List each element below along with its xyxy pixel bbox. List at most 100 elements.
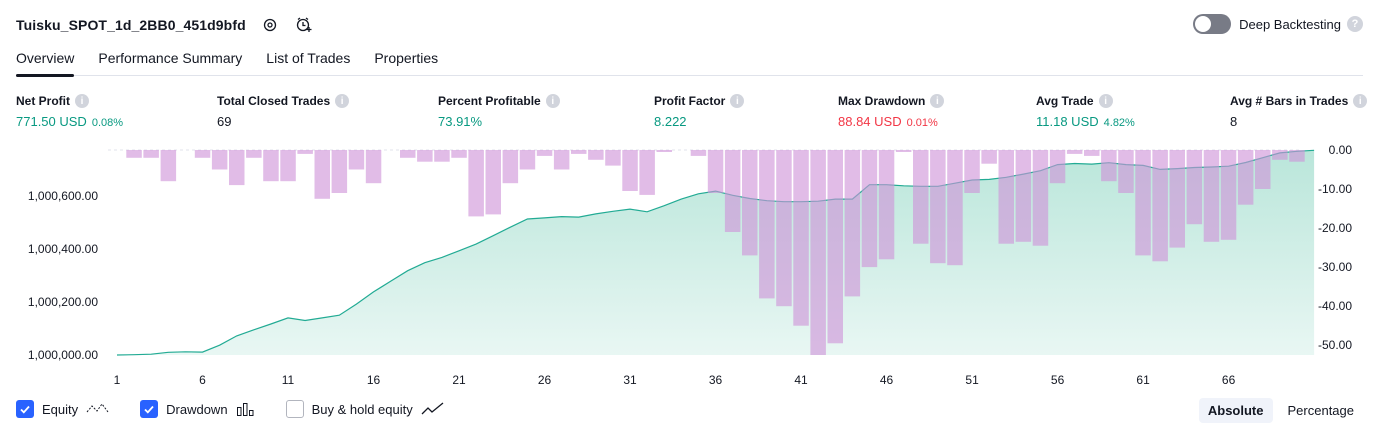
drawdown-bar (126, 150, 142, 158)
drawdown-bar (1255, 150, 1271, 189)
drawdown-bar (331, 150, 348, 193)
drawdown-bar (1084, 150, 1100, 156)
x-axis-tick-label: 61 (1136, 373, 1150, 387)
drawdown-bar (194, 150, 211, 158)
metric-label: Max Drawdown (838, 94, 926, 108)
x-axis-tick-label: 1 (114, 373, 121, 387)
metric-value: 8.222 (654, 114, 687, 129)
deep-backtesting-control: Deep Backtesting ? (1193, 14, 1363, 34)
drawdown-bar (742, 150, 758, 256)
drawdown-bar (160, 150, 177, 182)
drawdown-bar (1032, 150, 1049, 246)
drawdown-bar (1272, 150, 1288, 160)
drawdown-bar (622, 150, 638, 191)
drawdown-bar (1220, 150, 1237, 240)
equity-checkbox[interactable] (16, 400, 34, 418)
metric-max-drawdown: Max Drawdown i 88.84 USD 0.01% (838, 94, 945, 129)
drawdown-bar (1049, 150, 1066, 184)
left-axis-tick-label: 1,000,400.00 (28, 242, 98, 256)
equity-area (117, 150, 1315, 355)
legend-equity-label: Equity (42, 401, 79, 417)
left-axis-tick-label: 1,000,000.00 (28, 348, 98, 362)
drawdown-bar (314, 150, 330, 199)
drawdown-bar (229, 150, 245, 186)
info-icon[interactable]: i (1353, 94, 1368, 108)
percentage-button[interactable]: Percentage (1287, 403, 1355, 418)
settings-icon[interactable] (260, 15, 280, 35)
deep-backtesting-toggle[interactable] (1193, 14, 1232, 34)
chart-legend: Equity Drawdown Buy & hold equity (16, 400, 475, 418)
drawdown-bar (502, 150, 519, 184)
drawdown-bar (878, 150, 895, 260)
tab-performance-summary[interactable]: Performance Summary (98, 50, 243, 66)
x-axis-tick-label: 26 (538, 373, 552, 387)
info-icon[interactable]: i (75, 94, 89, 108)
x-axis-tick-label: 11 (282, 373, 295, 387)
metric-net-profit: Net Profit i 771.50 USD 0.08% (16, 94, 123, 129)
legend-equity[interactable]: Equity (16, 400, 110, 418)
drawdown-bar (365, 150, 382, 184)
drawdown-bar (1101, 150, 1117, 182)
drawdown-bar (571, 150, 587, 154)
drawdown-bar (1118, 150, 1134, 193)
help-icon[interactable]: ? (1347, 16, 1363, 32)
metric-value: 73.91% (438, 114, 483, 129)
equity-drawdown-chart: 1,000,000.00 1,000,200.00 1,000,400.00 1,00… (28, 143, 1352, 387)
drawdown-bar (947, 150, 963, 266)
tab-properties[interactable]: Properties (374, 50, 439, 66)
x-axis-tick-label: 66 (1222, 373, 1236, 387)
drawdown-bar (1186, 150, 1203, 225)
drawdown-bar (468, 150, 484, 217)
info-icon[interactable]: i (730, 94, 745, 108)
info-icon[interactable]: i (335, 94, 350, 108)
drawdown-bar (553, 150, 570, 170)
drawdown-bar (810, 150, 826, 355)
legend-drawdown-label: Drawdown (166, 401, 228, 417)
drawdown-bar (913, 150, 929, 244)
drawdown-bar (588, 150, 604, 160)
x-axis-tick-label: 21 (452, 373, 466, 387)
drawdown-bar (297, 150, 313, 154)
info-icon[interactable]: i (545, 94, 560, 108)
info-icon[interactable]: i (930, 94, 945, 108)
info-icon[interactable]: i (1098, 94, 1113, 108)
x-axis-tick-label: 56 (1051, 373, 1065, 387)
drawdown-bar (1237, 150, 1254, 205)
x-axis-tick-label: 51 (965, 373, 979, 387)
tab-list-of-trades[interactable]: List of Trades (266, 50, 351, 66)
drawdown-bar (1015, 150, 1032, 242)
metric-label: Net Profit (16, 94, 70, 108)
metric-profit-factor: Profit Factor i 8.222 (654, 94, 745, 129)
metric-avg-bars-in-trades: Avg # Bars in Trades i 8 (1230, 94, 1368, 129)
drawdown-checkbox[interactable] (140, 400, 159, 418)
value-mode-switch: Absolute Percentage (1193, 398, 1363, 423)
metric-value: 11.18 USD (1036, 114, 1099, 129)
absolute-button[interactable]: Absolute (1198, 398, 1273, 423)
x-axis-tick-label: 16 (367, 373, 381, 387)
buy-hold-checkbox[interactable] (285, 400, 304, 418)
equity-line-icon (86, 402, 110, 416)
drawdown-bar (895, 150, 912, 152)
drawdown-bar (485, 150, 501, 215)
drawdown-bar (981, 150, 997, 164)
legend-drawdown[interactable]: Drawdown (140, 400, 255, 418)
right-axis-tick-label: -30.00 (1318, 260, 1352, 274)
drawdown-bar (861, 150, 878, 268)
drawdown-bar (998, 150, 1014, 244)
x-axis-tick-label: 31 (623, 373, 637, 387)
buy-hold-line-icon (421, 402, 445, 416)
tab-overview[interactable]: Overview (16, 46, 75, 77)
drawdown-bar (690, 150, 707, 156)
drawdown-bar (1289, 150, 1305, 162)
legend-buy-hold[interactable]: Buy & hold equity (285, 400, 445, 418)
drawdown-bar (246, 150, 262, 158)
add-alert-icon[interactable] (294, 15, 314, 35)
metric-label: Total Closed Trades (217, 94, 331, 108)
strategy-title: Tuisku_SPOT_1d_2BB0_451d9bfd (16, 17, 246, 33)
legend-buy-hold-label: Buy & hold equity (311, 401, 413, 417)
metric-label: Profit Factor (654, 94, 726, 108)
drawdown-bar (519, 150, 536, 170)
drawdown-bar (434, 150, 450, 162)
deep-backtesting-label: Deep Backtesting (1239, 16, 1341, 32)
metric-label: Avg Trade (1036, 94, 1094, 108)
